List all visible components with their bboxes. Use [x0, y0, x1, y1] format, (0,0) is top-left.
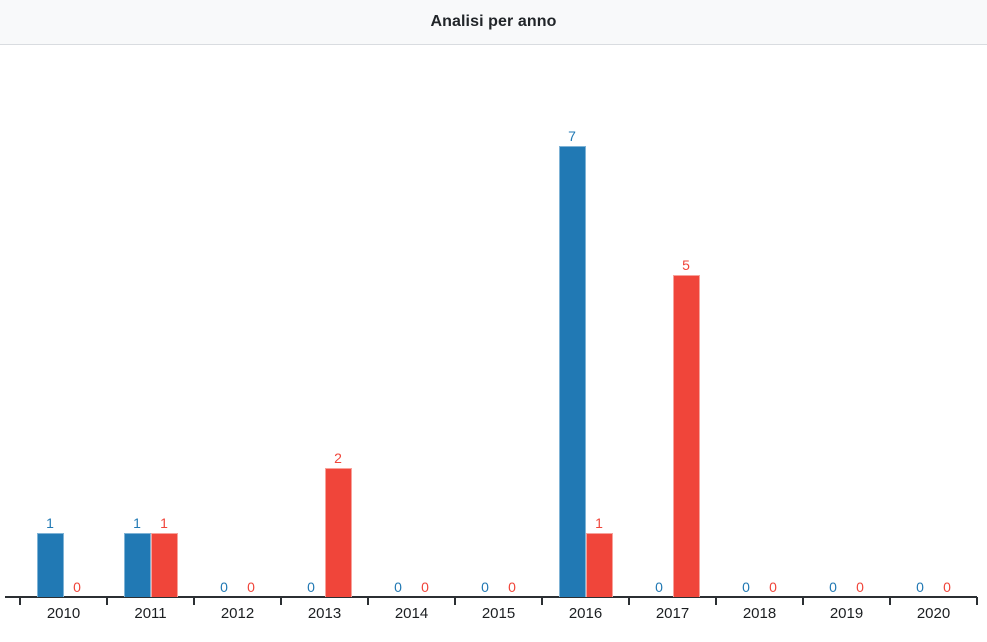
- x-tick-label-2010: 2010: [46, 605, 81, 622]
- bar-2011-red-series[interactable]: [150, 532, 178, 597]
- x-axis-tick: [889, 597, 891, 605]
- x-axis-tick: [715, 597, 717, 605]
- x-tick-label-2014: 2014: [394, 605, 429, 622]
- value-label-2015-red-series: 0: [508, 579, 516, 595]
- chart-title: Analisi per anno: [430, 13, 557, 30]
- value-label-2015-blue-series: 0: [481, 579, 489, 595]
- value-label-2013-red-series: 2: [334, 450, 342, 466]
- bar-2010-blue-series[interactable]: [36, 532, 64, 597]
- x-axis-tick: [280, 597, 282, 605]
- x-axis-tick: [19, 597, 21, 605]
- bar-2017-red-series[interactable]: [672, 274, 700, 597]
- value-label-2012-red-series: 0: [247, 579, 255, 595]
- chart-header: Analisi per anno: [0, 0, 987, 45]
- value-label-2016-blue-series: 7: [568, 127, 576, 144]
- value-label-2010-blue-series: 1: [46, 514, 54, 531]
- x-tick-label-2018: 2018: [742, 605, 777, 622]
- value-label-2017-blue-series: 0: [655, 579, 663, 595]
- value-label-2018-blue-series: 0: [742, 579, 750, 595]
- x-tick-label-2017: 2017: [655, 605, 690, 622]
- x-tick-label-2016: 2016: [568, 605, 603, 622]
- value-label-2017-red-series: 5: [682, 256, 690, 273]
- x-tick-label-2012: 2012: [220, 605, 255, 622]
- value-label-2011-blue-series: 1: [133, 514, 141, 531]
- value-label-2018-red-series: 0: [769, 579, 777, 595]
- value-label-2019-blue-series: 0: [829, 579, 837, 595]
- bar-2016-blue-series[interactable]: [558, 145, 586, 597]
- x-axis-tick: [193, 597, 195, 605]
- value-label-2011-red-series: 1: [160, 514, 168, 531]
- value-label-2019-red-series: 0: [856, 579, 864, 595]
- x-tick-label-2019: 2019: [829, 605, 864, 622]
- x-axis-tick: [628, 597, 630, 605]
- x-axis-tick: [802, 597, 804, 605]
- value-label-2014-red-series: 0: [421, 579, 429, 595]
- x-axis-tick: [976, 597, 978, 605]
- bar-2011-blue-series[interactable]: [123, 532, 151, 597]
- bar-2016-red-series[interactable]: [585, 532, 613, 597]
- value-label-2020-blue-series: 0: [916, 579, 924, 595]
- x-axis-tick: [454, 597, 456, 605]
- value-label-2013-blue-series: 0: [307, 579, 315, 595]
- x-tick-label-2015: 2015: [481, 605, 516, 622]
- x-axis-line: [5, 596, 977, 598]
- x-axis-tick: [106, 597, 108, 605]
- value-label-2020-red-series: 0: [943, 579, 951, 595]
- bar-2013-red-series[interactable]: [324, 468, 352, 597]
- x-axis-tick: [541, 597, 543, 605]
- x-tick-label-2011: 2011: [134, 605, 167, 622]
- x-axis-tick: [367, 597, 369, 605]
- value-label-2014-blue-series: 0: [394, 579, 402, 595]
- value-label-2016-red-series: 1: [595, 514, 603, 531]
- value-label-2010-red-series: 0: [73, 579, 81, 595]
- x-tick-label-2020: 2020: [916, 605, 951, 622]
- value-label-2012-blue-series: 0: [220, 579, 228, 595]
- x-tick-label-2013: 2013: [307, 605, 342, 622]
